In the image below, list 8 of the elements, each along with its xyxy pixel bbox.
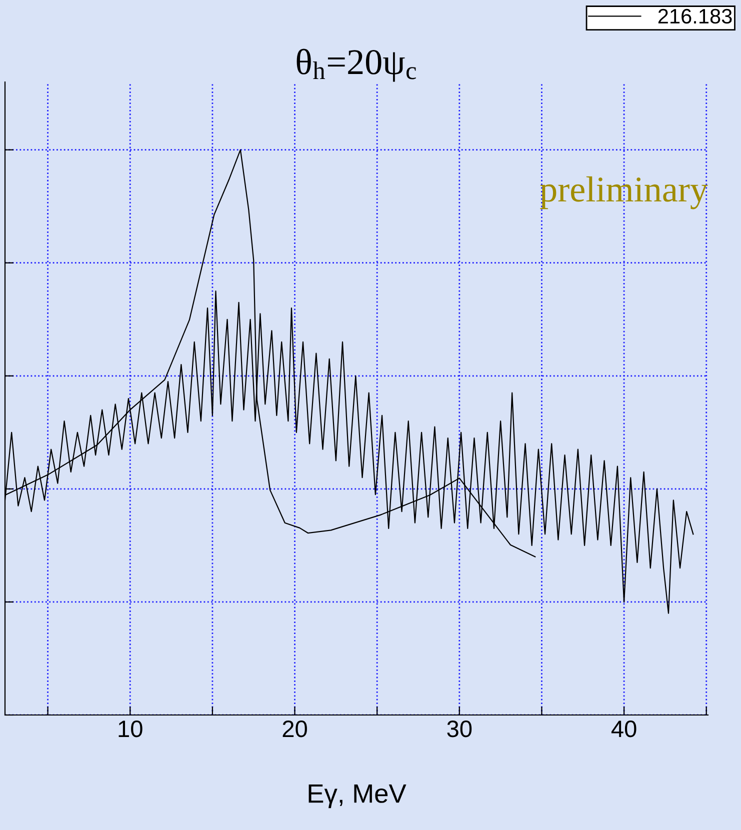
x-axis-title: Eγ, MeV (308, 784, 406, 808)
x-tick-label: 10 (118, 720, 142, 738)
annotation: preliminary (540, 176, 708, 210)
legend-label: 216.183 (658, 8, 732, 24)
x-tick-label: 30 (447, 720, 472, 738)
chart-title: θ$_{h}$=20ψ$_{c}$ (296, 48, 416, 82)
x-tick-label: 40 (611, 720, 636, 738)
x-tick-label: 20 (282, 720, 307, 738)
